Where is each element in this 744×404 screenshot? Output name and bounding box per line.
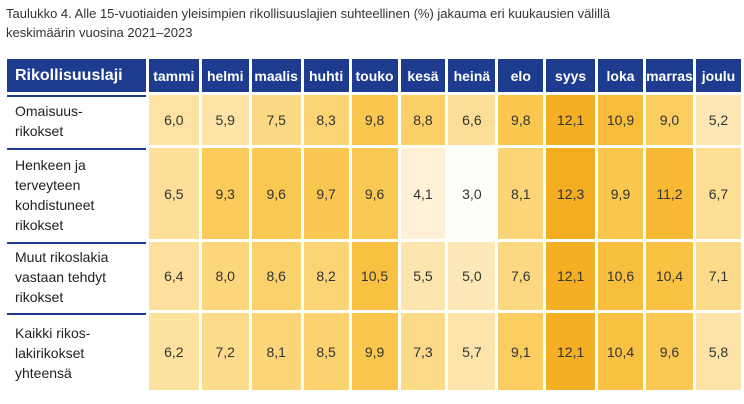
- column-header: elo: [498, 59, 544, 92]
- cell: 8,1: [498, 148, 544, 239]
- column-header: joulu: [695, 59, 741, 92]
- table-row: Muut rikoslakia vastaan tehdyt rikokset 6,4…: [7, 242, 741, 310]
- cell: 6,4: [148, 242, 199, 310]
- title-line: keskimäärin vuosina 2021–2023: [6, 25, 193, 40]
- cell: 10,4: [645, 242, 693, 310]
- column-header: helmi: [201, 59, 249, 92]
- cell: 10,6: [598, 242, 643, 310]
- cell: 8,2: [303, 242, 349, 310]
- cell: 5,2: [695, 95, 741, 145]
- cell: 9,6: [251, 148, 301, 239]
- column-header: kesä: [400, 59, 446, 92]
- cell: 8,3: [303, 95, 349, 145]
- cell: 6,0: [148, 95, 199, 145]
- column-header: touko: [351, 59, 398, 92]
- row-label-line: vastaan tehdyt: [15, 269, 107, 285]
- column-header: loka: [598, 59, 643, 92]
- cell: 8,1: [251, 313, 301, 390]
- cell: 3,0: [448, 148, 496, 239]
- row-label: Muut rikoslakia vastaan tehdyt rikokset: [7, 242, 146, 310]
- cell: 9,6: [351, 148, 398, 239]
- cell: 9,8: [498, 95, 544, 145]
- table: Rikollisuuslaji tammi helmi maalis huhti touk…: [4, 56, 744, 393]
- cell: 9,9: [351, 313, 398, 390]
- cell: 5,0: [448, 242, 496, 310]
- title-line: Taulukko 4. Alle 15-vuotiaiden yleisimpi…: [6, 6, 611, 21]
- table-row: Omaisuus-rikokset 6,0 5,9 7,5 8,3 9,8 8,8 6,6 9,…: [7, 95, 741, 145]
- cell: 7,3: [400, 313, 446, 390]
- row-label-line: Henkeen ja: [15, 156, 86, 173]
- cell: 4,1: [400, 148, 446, 239]
- cell: 5,5: [400, 242, 446, 310]
- row-label-line: Muut rikoslakia: [15, 249, 109, 265]
- row-label-line: rikokset: [15, 289, 64, 305]
- column-header: huhti: [303, 59, 349, 92]
- cell: 10,9: [598, 95, 643, 145]
- cell: 9,9: [598, 148, 643, 239]
- header-row: Rikollisuuslaji tammi helmi maalis huhti touk…: [7, 59, 741, 92]
- row-label-line: terveyteen: [15, 176, 81, 193]
- column-header: maalis: [251, 59, 301, 92]
- column-header: syys: [546, 59, 596, 92]
- cell: 12,1: [546, 95, 596, 145]
- cell: 8,0: [201, 242, 249, 310]
- row-label-line: Kaikki rikos-: [15, 324, 91, 341]
- cell: 9,0: [645, 95, 693, 145]
- column-header: Rikollisuuslaji: [7, 59, 146, 92]
- cell: 5,9: [201, 95, 249, 145]
- cell: 8,6: [251, 242, 301, 310]
- row-label-line: kohdistuneet: [15, 196, 95, 213]
- cell: 9,8: [351, 95, 398, 145]
- row-label: Omaisuus-rikokset: [7, 95, 146, 145]
- cell: 8,5: [303, 313, 349, 390]
- column-header: heinä: [448, 59, 496, 92]
- table-row: Henkeen ja terveyteen kohdistuneet rikokset…: [7, 148, 741, 239]
- row-label-line: yhteensä: [15, 364, 72, 381]
- cell: 10,4: [598, 313, 643, 390]
- row-label-line: rikokset: [15, 123, 64, 139]
- table-row: Kaikki rikos-lakirikokset yhteensä 6,2 7,2 8…: [7, 313, 741, 390]
- cell: 7,1: [695, 242, 741, 310]
- column-header: marras: [645, 59, 693, 92]
- cell: 7,2: [201, 313, 249, 390]
- cell: 9,1: [498, 313, 544, 390]
- cell: 6,2: [148, 313, 199, 390]
- cell: 11,2: [645, 148, 693, 239]
- cell: 7,5: [251, 95, 301, 145]
- table-title: Taulukko 4. Alle 15-vuotiaiden yleisimpi…: [6, 4, 610, 42]
- row-label-line: rikokset: [15, 216, 64, 233]
- cell: 5,8: [695, 313, 741, 390]
- cell: 9,6: [645, 313, 693, 390]
- cell: 12,3: [546, 148, 596, 239]
- cell: 9,7: [303, 148, 349, 239]
- cell: 10,5: [351, 242, 398, 310]
- cell: 9,3: [201, 148, 249, 239]
- cell: 12,1: [546, 313, 596, 390]
- cell: 6,5: [148, 148, 199, 239]
- row-label: Kaikki rikos-lakirikokset yhteensä: [7, 313, 146, 390]
- row-label-line: Omaisuus-: [15, 103, 83, 119]
- cell: 7,6: [498, 242, 544, 310]
- row-label: Henkeen ja terveyteen kohdistuneet rikokset: [7, 148, 146, 239]
- cell: 5,7: [448, 313, 496, 390]
- row-label-line: lakirikokset: [15, 344, 85, 361]
- cell: 8,8: [400, 95, 446, 145]
- cell: 6,7: [695, 148, 741, 239]
- cell: 6,6: [448, 95, 496, 145]
- column-header: tammi: [148, 59, 199, 92]
- cell: 12,1: [546, 242, 596, 310]
